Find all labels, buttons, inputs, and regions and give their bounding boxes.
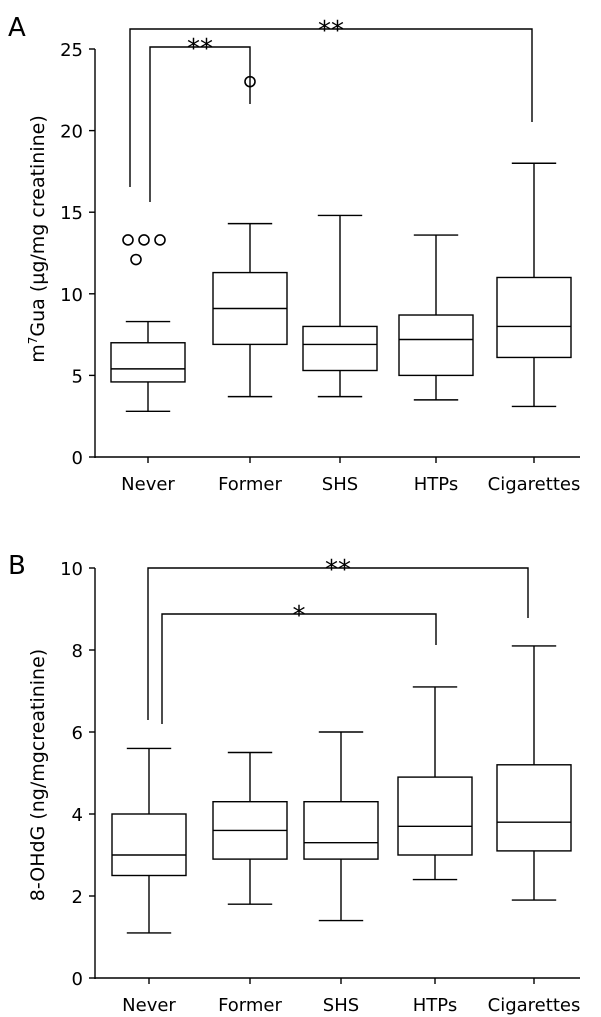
panel-a-box-shs (302, 214, 378, 398)
panel-b-significance-bracket: ** (147, 555, 529, 720)
panel-a-box-never (110, 234, 186, 413)
panel-b-box-cigarettes (496, 645, 572, 901)
outlier-point (122, 234, 134, 246)
panel-a-significance-bracket: ** (149, 34, 251, 202)
panel-a-label: A (8, 13, 26, 43)
iqr-box (302, 325, 378, 372)
panel-b-axes: 0 2 4 6 8 10 Never Former SHS HTPs Cigarettes (60, 559, 580, 1016)
significance-label: * (293, 601, 306, 631)
panel-a-box-htps (398, 234, 474, 401)
panel-b-label: B (8, 551, 26, 581)
significance-label: ** (187, 34, 213, 64)
panel-a-box-former (212, 75, 288, 398)
panel-a-x-tick-label: Never (121, 474, 175, 495)
panel-a-x-tick-label: Former (218, 474, 282, 495)
panel-a-y-tick-label: 5 (72, 366, 83, 387)
iqr-box (496, 764, 572, 852)
outlier-point (138, 234, 150, 246)
bracket-line (161, 613, 437, 724)
panel-b: B 8-OHdG (ng/mgcreatinine) 0 2 4 6 8 10 Never F… (8, 551, 580, 1016)
panel-a-x-tick-label: SHS (322, 474, 358, 495)
panel-b-y-tick-label: 8 (72, 641, 83, 662)
outlier-point (130, 253, 142, 266)
bracket-line (147, 567, 529, 720)
iqr-box (398, 314, 474, 377)
panel-b-y-tick-label: 4 (72, 805, 83, 826)
panel-a-y-tick-label: 0 (72, 448, 83, 469)
iqr-box (111, 813, 187, 877)
iqr-box (110, 342, 186, 383)
panel-b-y-tick-label: 0 (72, 969, 83, 990)
iqr-box (496, 276, 572, 359)
panel-b-x-tick-label: Former (218, 995, 282, 1016)
panel-a-y-tick-label: 15 (60, 203, 83, 224)
panel-a-significance-bracket: ** (129, 16, 533, 187)
panel-b-y-tick-label: 2 (72, 887, 83, 908)
panel-a-x-tick-label: Cigarettes (488, 474, 581, 495)
iqr-box (397, 776, 473, 856)
bracket-line (149, 46, 251, 202)
panel-b-x-tick-label: SHS (323, 995, 359, 1016)
panel-a-plot: ** ** (110, 16, 572, 413)
panel-b-plot: *** (111, 555, 572, 934)
panel-b-significance-bracket: * (161, 601, 437, 724)
panel-b-box-never (111, 747, 187, 934)
panel-b-x-tick-label: Cigarettes (488, 995, 581, 1016)
panel-a-y-tick-label: 20 (60, 122, 83, 143)
panel-a-x-tick-label: HTPs (414, 474, 458, 495)
panel-b-box-shs (303, 731, 379, 922)
panel-a-axes: 0 5 10 15 20 25 Never Former SHS HTPs Cigarettes (60, 40, 580, 495)
panel-a-y-axis-label: m7Gua (µg/mg creatinine) (26, 115, 49, 363)
panel-a: A m7Gua (µg/mg creatinine) 0 5 10 15 20 25 Nev… (8, 13, 580, 495)
panel-b-x-tick-label: HTPs (413, 995, 457, 1016)
panel-b-x-tick-label: Never (122, 995, 176, 1016)
significance-label: ** (318, 16, 344, 46)
significance-label: ** (325, 555, 351, 585)
bracket-line (129, 28, 533, 187)
panel-a-y-tick-label: 25 (60, 40, 83, 61)
panel-b-box-former (212, 751, 288, 905)
iqr-box (303, 801, 379, 860)
panel-b-y-tick-label: 6 (72, 723, 83, 744)
panel-b-y-tick-label: 10 (60, 559, 83, 580)
panel-b-box-htps (397, 686, 473, 881)
panel-b-y-axis-label: 8-OHdG (ng/mgcreatinine) (27, 649, 49, 901)
outlier-point (154, 234, 166, 246)
panel-a-y-tick-label: 10 (60, 285, 83, 306)
panel-a-box-cigarettes (496, 162, 572, 408)
